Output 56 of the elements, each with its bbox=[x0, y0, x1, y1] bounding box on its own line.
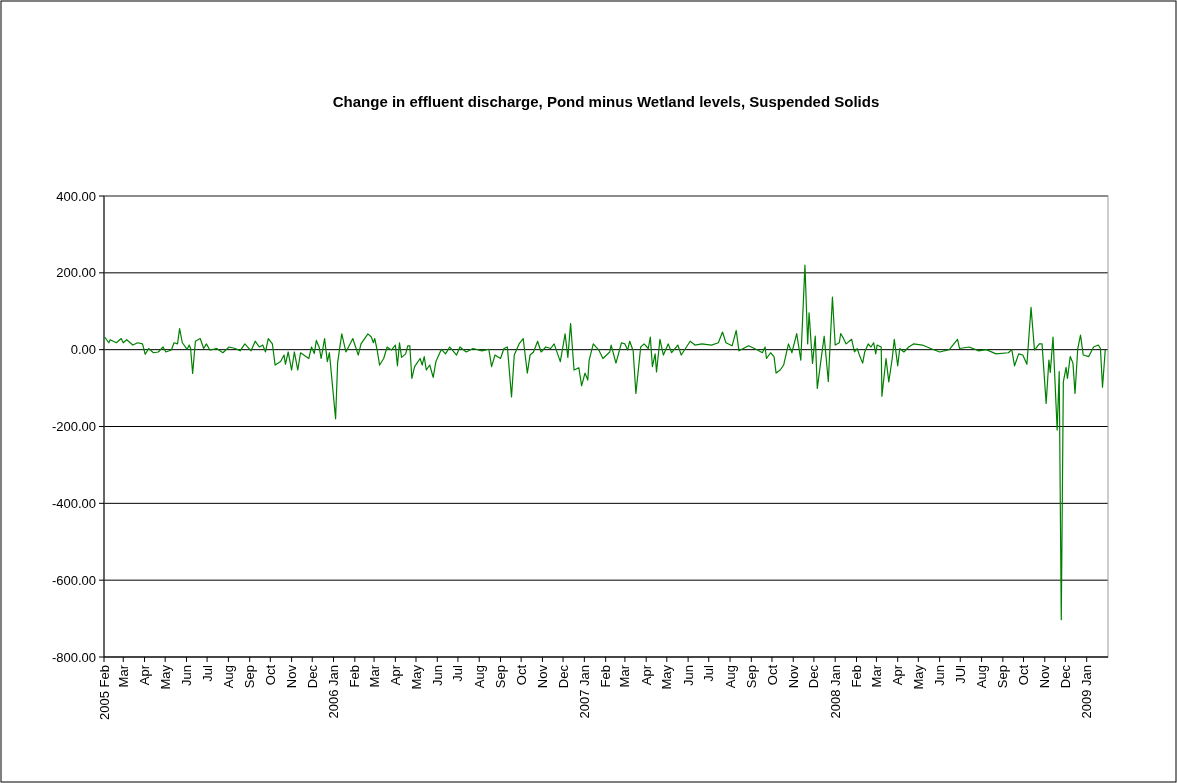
x-tick-label: Dec bbox=[1057, 664, 1073, 689]
x-tick-label: Feb bbox=[347, 665, 363, 688]
x-tick-label: May bbox=[659, 664, 675, 690]
x-tick-label: Sep bbox=[743, 665, 759, 689]
x-tick-label: Mar bbox=[366, 664, 382, 688]
x-tick-label: Dec bbox=[304, 664, 320, 689]
y-tick-label: 0.00 bbox=[70, 342, 96, 358]
y-tick-label: -600.00 bbox=[51, 572, 96, 588]
x-tick-label: Apr bbox=[638, 664, 654, 686]
x-tick-label: May bbox=[157, 664, 173, 690]
chart-title: Change in effluent discharge, Pond minus Wetland levels, Suspended Solids bbox=[332, 93, 880, 110]
y-tick-label: 400.00 bbox=[56, 188, 96, 204]
x-tick-label: Aug bbox=[471, 665, 487, 689]
y-tick-label: -800.00 bbox=[51, 649, 96, 665]
x-tick-label: Jul bbox=[701, 664, 717, 682]
x-tick-label: Jul bbox=[199, 664, 215, 682]
x-tick-label: Jul bbox=[450, 664, 466, 682]
y-tick-label: -400.00 bbox=[51, 495, 96, 511]
x-tick-label: Mar bbox=[868, 664, 884, 688]
x-tick-label: Oct bbox=[262, 664, 278, 686]
x-tick-label: Nov bbox=[785, 664, 801, 689]
x-tick-label: Aug bbox=[722, 665, 738, 689]
x-tick-label: Sep bbox=[995, 665, 1011, 689]
x-tick-label: Jun bbox=[429, 665, 445, 686]
x-tick-label: Dec bbox=[806, 664, 822, 689]
x-tick-label: 2009 Jan bbox=[1079, 665, 1095, 719]
x-tick-label: Dec bbox=[555, 664, 571, 689]
x-tick-label: Apr bbox=[890, 664, 906, 686]
x-tick-label: 2008 Jan bbox=[827, 665, 843, 719]
y-tick-label: -200.00 bbox=[51, 419, 96, 435]
x-tick-label: Aug bbox=[974, 665, 990, 689]
x-tick-label: Mar bbox=[115, 664, 131, 688]
x-tick-label: May bbox=[910, 664, 926, 690]
x-tick-label: JUl bbox=[952, 664, 968, 684]
x-tick-label: Nov bbox=[284, 664, 300, 689]
x-tick-label: Apr bbox=[137, 664, 153, 686]
x-tick-label: Sep bbox=[242, 665, 258, 689]
x-tick-label: Sep bbox=[493, 665, 509, 689]
x-tick-label: Mar bbox=[617, 664, 633, 688]
x-tick-label: Oct bbox=[764, 664, 780, 686]
x-tick-label: 2005 Feb bbox=[96, 665, 112, 720]
x-tick-label: Aug bbox=[220, 665, 236, 689]
x-tick-label: Feb bbox=[849, 665, 865, 688]
x-tick-label: Nov bbox=[534, 664, 550, 689]
x-tick-label: Feb bbox=[598, 665, 614, 688]
x-tick-label: Apr bbox=[387, 664, 403, 686]
x-tick-label: Jun bbox=[680, 665, 696, 686]
x-tick-label: Jun bbox=[179, 665, 195, 686]
x-tick-label: Nov bbox=[1037, 664, 1053, 689]
y-tick-label: 200.00 bbox=[56, 265, 96, 281]
x-tick-label: May bbox=[408, 664, 424, 690]
x-tick-label: 2006 Jan bbox=[326, 665, 342, 719]
x-tick-label: Oct bbox=[1016, 664, 1032, 686]
x-tick-label: Jun bbox=[932, 665, 948, 686]
x-tick-label: Oct bbox=[513, 664, 529, 686]
x-tick-label: 2007 Jan bbox=[576, 665, 592, 719]
